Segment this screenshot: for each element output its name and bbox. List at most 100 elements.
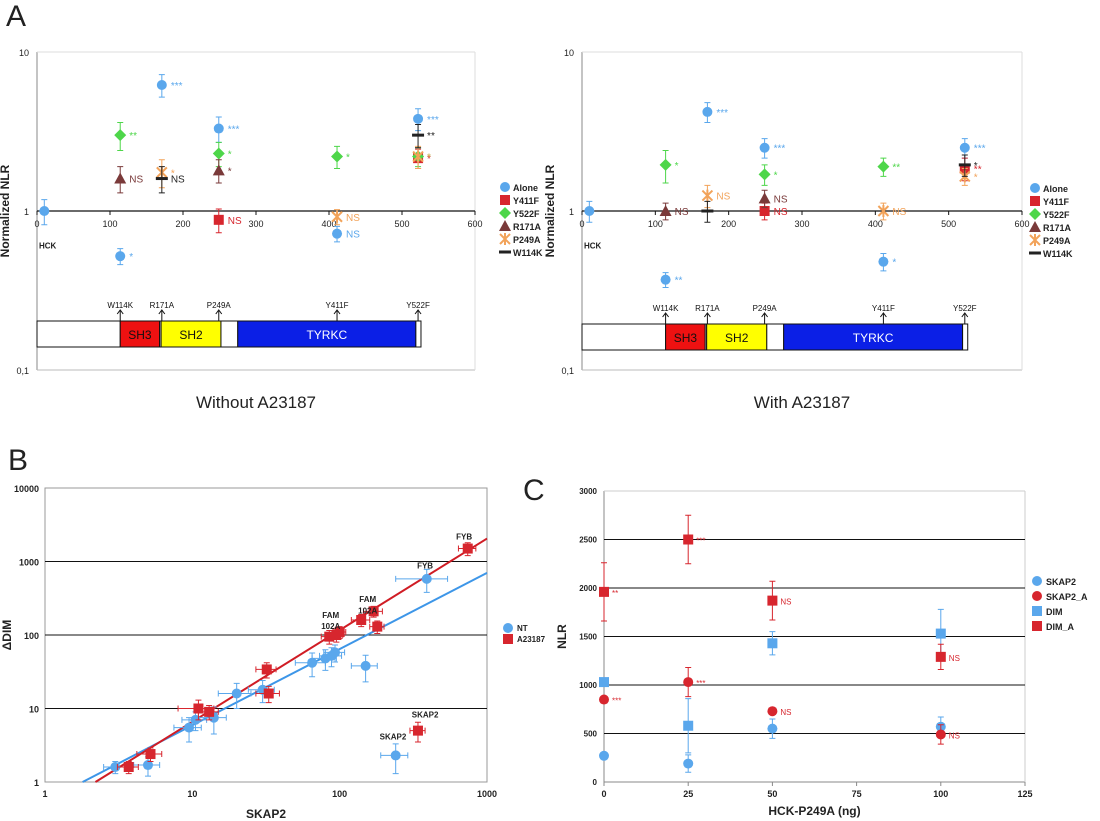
- significance-label: *: [427, 154, 431, 165]
- domain-block: [36, 320, 121, 348]
- panel-letter-c: C: [523, 474, 545, 507]
- significance-label: *: [228, 149, 232, 160]
- legend-label: Y522F: [513, 209, 540, 219]
- domain-label: SH3: [674, 331, 698, 345]
- site-arrow-head: [116, 309, 124, 315]
- x-tick-label: 200: [721, 219, 736, 229]
- data-point-p249a: [412, 150, 424, 163]
- significance-label: ***: [696, 679, 705, 688]
- data-point-alone: [878, 256, 889, 267]
- data-point-a23187: [462, 543, 473, 554]
- hck-label: HCK: [584, 242, 602, 251]
- data-point-y522f: [114, 129, 127, 142]
- legend-marker: [1032, 606, 1042, 616]
- data-point-a23187: [123, 761, 134, 772]
- site-label: Y411F: [326, 301, 349, 310]
- legend-marker: [1032, 591, 1042, 601]
- significance-label: *: [346, 153, 350, 164]
- site-label: R171A: [695, 304, 720, 313]
- data-point-r171a: [212, 164, 225, 176]
- y-tick-label: 100: [24, 631, 39, 641]
- legend-label: Alone: [1043, 184, 1068, 194]
- y-tick-label: 10000: [14, 484, 39, 494]
- data-point-p249a: [331, 210, 343, 223]
- significance-label: NS: [228, 216, 242, 227]
- site-label: W114K: [653, 304, 679, 313]
- legend-label: DIM: [1046, 607, 1063, 617]
- data-point-y522f: [877, 160, 890, 173]
- y-tick-label: 500: [584, 730, 598, 739]
- y-axis-title: ΔDIM: [0, 620, 14, 651]
- point-annotation: FAM: [322, 611, 339, 620]
- site-label: P249A: [753, 304, 778, 313]
- data-point-alone: [759, 142, 770, 153]
- significance-label: NS: [949, 731, 960, 740]
- legend-label: P249A: [513, 235, 541, 245]
- site-label: W114K: [107, 301, 133, 310]
- significance-label: NS: [346, 230, 360, 241]
- legend-marker: [503, 623, 513, 633]
- site-arrow-head: [333, 309, 341, 315]
- chart-c-hck-p249a: 0 500 1000 1500 2000 2500 3000 0 25 50 75 100 125 HCK…: [555, 487, 1088, 818]
- point-annotation: FAM: [359, 595, 376, 604]
- significance-label: NS: [774, 194, 788, 205]
- data-point-nt: [184, 722, 195, 733]
- data-point-nt: [390, 750, 401, 761]
- significance-label: ***: [974, 144, 986, 155]
- domain-label: SH2: [725, 331, 749, 345]
- data-point-a23187: [145, 749, 156, 760]
- y-tick-label: 1: [569, 207, 574, 217]
- x-tick-label: 200: [175, 219, 190, 229]
- significance-label: ***: [171, 81, 183, 92]
- data-point-nt: [330, 647, 341, 658]
- site-label: Y522F: [953, 304, 977, 313]
- site-label: R171A: [150, 301, 175, 310]
- legend-label: R171A: [513, 222, 542, 232]
- domain-block: [119, 320, 161, 348]
- domain-block: [237, 320, 417, 348]
- x-tick-label: 75: [852, 789, 862, 799]
- data-point-dim: [767, 638, 778, 649]
- significance-label: NS: [780, 708, 791, 717]
- data-point-nt: [142, 760, 153, 771]
- site-arrow-head: [880, 312, 887, 318]
- significance-label: *: [974, 172, 978, 183]
- domain-label: SH3: [128, 328, 152, 342]
- significance-label: NS: [780, 598, 791, 607]
- data-point-skap2: [767, 723, 778, 734]
- legend-marker: [499, 233, 511, 245]
- significance-label: *: [228, 166, 232, 177]
- y-tick-label: 1000: [19, 558, 39, 568]
- legend-label: Y522F: [1043, 210, 1070, 220]
- data-point-dim: [599, 677, 609, 688]
- data-point-nt: [421, 573, 432, 584]
- data-point-alone: [584, 206, 595, 216]
- data-point-alone: [115, 251, 126, 262]
- data-point-alone: [213, 123, 224, 134]
- data-point-alone: [660, 274, 671, 285]
- significance-label: NS: [129, 175, 143, 186]
- significance-label: NS: [892, 207, 906, 218]
- x-tick-label: 400: [868, 219, 883, 229]
- data-point-r171a: [758, 192, 771, 204]
- y-axis-title: Normalized NLR: [0, 164, 12, 257]
- significance-label: *: [171, 168, 175, 179]
- x-tick-label: 500: [941, 219, 956, 229]
- data-point-skap2-a: [935, 729, 946, 740]
- legend-marker: [1030, 183, 1040, 193]
- domain-block: [706, 323, 768, 351]
- legend-label: Y411F: [513, 196, 540, 206]
- x-tick-label: 125: [1017, 789, 1032, 799]
- y-axis-title: NLR: [555, 624, 569, 649]
- legend-label: P249A: [1043, 236, 1071, 246]
- site-arrow-head: [414, 309, 422, 315]
- significance-label: *: [129, 252, 133, 263]
- legend-label: R171A: [1043, 223, 1072, 233]
- x-tick-label: 600: [467, 219, 482, 229]
- legend-marker: [499, 220, 511, 231]
- site-arrow-head: [961, 312, 969, 318]
- data-point-nt: [307, 657, 318, 668]
- significance-label: *: [675, 161, 679, 172]
- legend-marker: [1029, 208, 1041, 220]
